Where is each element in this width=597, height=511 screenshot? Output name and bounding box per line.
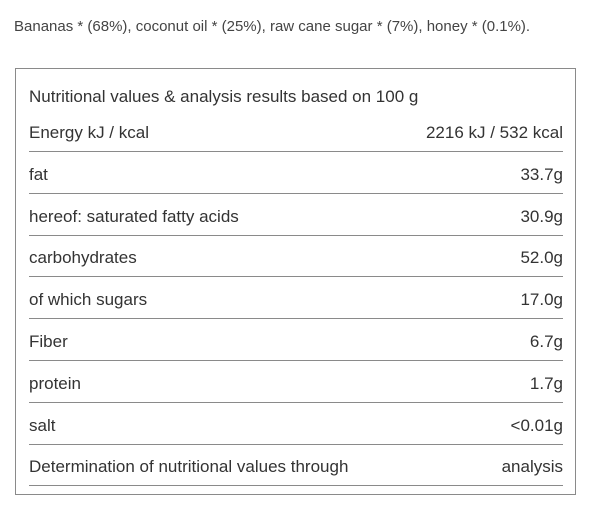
row-label: of which sugars: [29, 290, 148, 310]
table-row: hereof: saturated fatty acids 30.9g: [29, 195, 563, 236]
table-row: Energy kJ / kcal 2216 kJ / 532 kcal: [29, 111, 563, 152]
row-value: 30.9g: [520, 206, 563, 226]
row-label: Determination of nutritional values thro…: [29, 457, 349, 477]
table-row: Fiber 6.7g: [29, 320, 563, 361]
row-value: 6.7g: [529, 332, 563, 351]
row-value: 2216 kJ / 532 kcal: [425, 123, 563, 142]
row-label: salt: [29, 415, 56, 435]
table-row: protein 1.7g: [29, 362, 563, 403]
row-label: Fiber: [29, 332, 68, 351]
row-label: hereof: saturated fatty acids: [29, 206, 239, 226]
table-row: Determination of nutritional values thro…: [29, 445, 563, 487]
table-title: Nutritional values & analysis results ba…: [29, 87, 419, 106]
table-row: fat 33.7g: [29, 153, 563, 194]
row-value: 17.0g: [520, 290, 563, 310]
row-value: 1.7g: [529, 373, 563, 393]
table-row: salt <0.01g: [29, 404, 563, 445]
table-row: of which sugars 17.0g: [29, 278, 563, 320]
row-value: 33.7g: [520, 164, 563, 184]
row-label: Energy kJ / kcal: [29, 123, 149, 142]
row-label: carbohydrates: [29, 248, 137, 268]
table-row: carbohydrates 52.0g: [29, 236, 563, 278]
row-label: protein: [29, 373, 81, 393]
row-value: 52.0g: [520, 248, 563, 268]
row-value: <0.01g: [510, 415, 563, 435]
row-label: fat: [29, 164, 48, 184]
row-value: analysis: [501, 457, 563, 477]
ingredients: Bananas * (68%), coconut oil * (25%), ra…: [14, 18, 531, 35]
nutrition-table: Nutritional values & analysis results ba…: [15, 68, 576, 495]
